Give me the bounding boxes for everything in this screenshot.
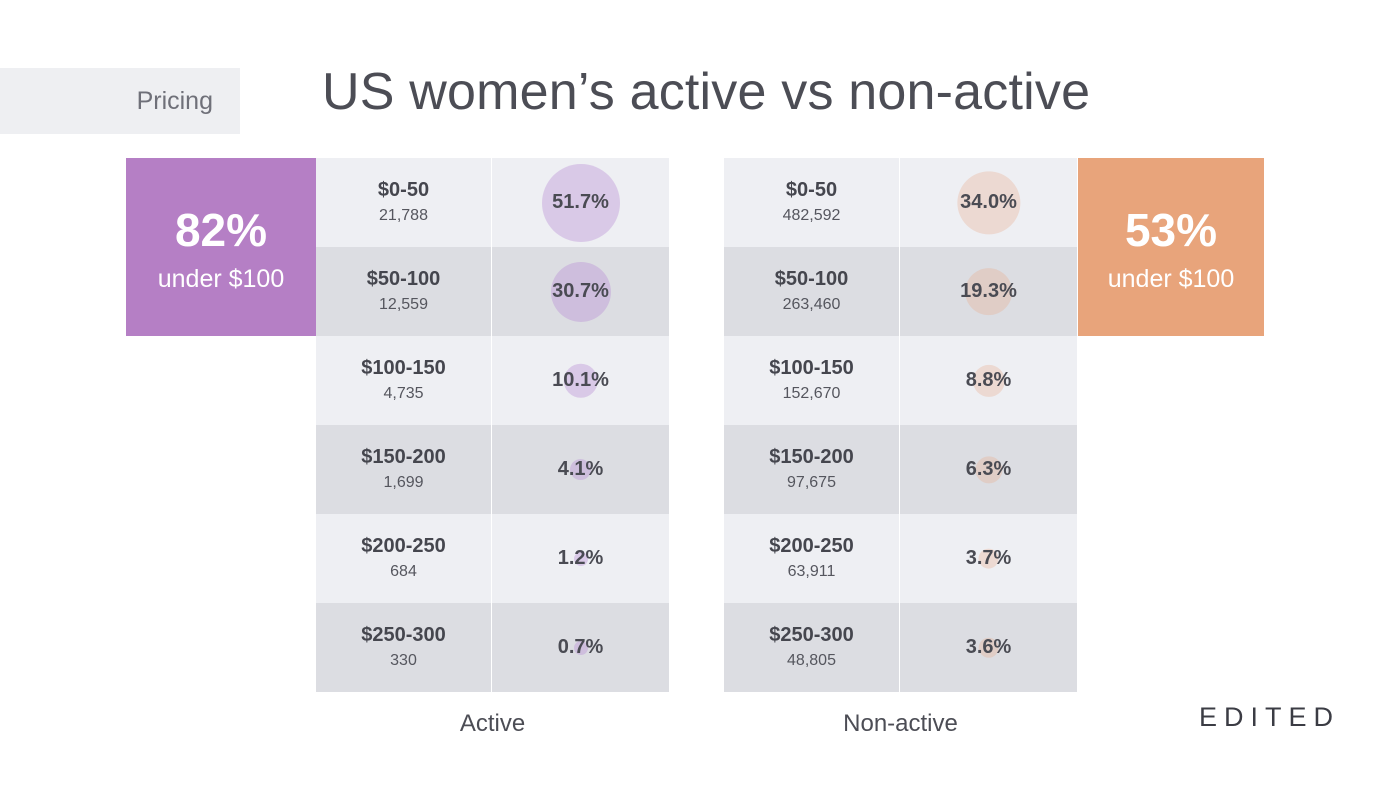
price-range-label: $150-200 bbox=[769, 446, 854, 468]
nonactive-table-caption: Non-active bbox=[843, 710, 958, 737]
share-bubble bbox=[573, 551, 588, 566]
share-bubble bbox=[956, 170, 1021, 235]
share-bubble bbox=[563, 363, 598, 398]
share-value-label: 1.2% bbox=[557, 547, 604, 569]
active-summary-label: under $100 bbox=[157, 265, 285, 293]
share-value-label: 3.6% bbox=[965, 636, 1012, 658]
section-tab: Pricing bbox=[0, 68, 240, 134]
price-cell: $200-250 684 bbox=[316, 514, 492, 603]
active-summary-value: 82% bbox=[174, 204, 268, 256]
table-row: $100-150 152,670 8.8% bbox=[724, 336, 1077, 425]
page-title: US women’s active vs non-active bbox=[322, 63, 1091, 121]
product-count-label: 684 bbox=[390, 563, 417, 580]
table-row: $50-100 263,460 19.3% bbox=[724, 247, 1077, 336]
price-range-label: $150-200 bbox=[361, 446, 446, 468]
table-row: $250-300 330 0.7% bbox=[316, 603, 669, 692]
product-count-label: 4,735 bbox=[383, 385, 424, 402]
share-cell: 30.7% bbox=[492, 247, 669, 336]
price-range-label: $50-100 bbox=[366, 268, 441, 290]
table-row: $150-200 97,675 6.3% bbox=[724, 425, 1077, 514]
nonactive-summary-label: under $100 bbox=[1107, 265, 1235, 293]
share-value-label: 10.1% bbox=[552, 369, 609, 391]
share-bubble bbox=[573, 640, 588, 655]
share-cell: 10.1% bbox=[492, 336, 669, 425]
table-row: $0-50 482,592 34.0% bbox=[724, 158, 1077, 247]
price-range-label: $200-250 bbox=[361, 535, 446, 557]
share-value-label: 8.8% bbox=[965, 369, 1012, 391]
share-value-label: 19.3% bbox=[960, 280, 1017, 302]
share-cell: 19.3% bbox=[900, 247, 1077, 336]
share-cell: 8.8% bbox=[900, 336, 1077, 425]
product-count-label: 21,788 bbox=[379, 207, 428, 224]
active-price-table: $0-50 21,788 51.7% $50-100 12,559 30.7% $100-1… bbox=[316, 158, 669, 692]
share-cell: 51.7% bbox=[492, 158, 669, 247]
product-count-label: 63,911 bbox=[787, 563, 836, 580]
share-value-label: 3.7% bbox=[965, 547, 1012, 569]
price-range-label: $100-150 bbox=[361, 357, 446, 379]
price-cell: $100-150 4,735 bbox=[316, 336, 492, 425]
share-cell: 4.1% bbox=[492, 425, 669, 514]
product-count-label: 1,699 bbox=[383, 474, 424, 491]
price-cell: $50-100 263,460 bbox=[724, 247, 900, 336]
table-row: $200-250 684 1.2% bbox=[316, 514, 669, 603]
table-row: $250-300 48,805 3.6% bbox=[724, 603, 1077, 692]
share-bubble bbox=[972, 364, 1005, 397]
table-row: $200-250 63,911 3.7% bbox=[724, 514, 1077, 603]
table-row: $150-200 1,699 4.1% bbox=[316, 425, 669, 514]
share-cell: 6.3% bbox=[900, 425, 1077, 514]
price-cell: $100-150 152,670 bbox=[724, 336, 900, 425]
price-cell: $50-100 12,559 bbox=[316, 247, 492, 336]
nonactive-summary-value: 53% bbox=[1124, 204, 1218, 256]
product-count-label: 97,675 bbox=[787, 474, 836, 491]
price-range-label: $200-250 bbox=[769, 535, 854, 557]
price-cell: $0-50 21,788 bbox=[316, 158, 492, 247]
nonactive-summary-box: 53% under $100 bbox=[1078, 158, 1264, 336]
table-row: $100-150 4,735 10.1% bbox=[316, 336, 669, 425]
share-bubble bbox=[541, 163, 620, 242]
share-value-label: 34.0% bbox=[960, 191, 1017, 213]
price-cell: $250-300 330 bbox=[316, 603, 492, 692]
price-range-label: $100-150 bbox=[769, 357, 854, 379]
brand-logo: EDITED bbox=[1198, 702, 1340, 732]
share-cell: 0.7% bbox=[492, 603, 669, 692]
share-cell: 34.0% bbox=[900, 158, 1077, 247]
share-bubble bbox=[978, 548, 999, 569]
price-cell: $150-200 97,675 bbox=[724, 425, 900, 514]
active-table-caption: Active bbox=[459, 710, 526, 737]
share-bubble bbox=[550, 261, 611, 322]
share-value-label: 0.7% bbox=[557, 636, 604, 658]
active-summary-box: 82% under $100 bbox=[126, 158, 316, 336]
share-bubble bbox=[974, 455, 1003, 484]
price-range-label: $0-50 bbox=[377, 179, 430, 201]
price-range-label: $250-300 bbox=[361, 624, 446, 646]
share-cell: 3.6% bbox=[900, 603, 1077, 692]
price-cell: $150-200 1,699 bbox=[316, 425, 492, 514]
product-count-label: 48,805 bbox=[787, 652, 836, 669]
product-count-label: 482,592 bbox=[782, 207, 841, 224]
section-label: Pricing bbox=[136, 86, 213, 115]
price-range-label: $50-100 bbox=[774, 268, 849, 290]
price-cell: $250-300 48,805 bbox=[724, 603, 900, 692]
price-cell: $200-250 63,911 bbox=[724, 514, 900, 603]
share-value-label: 6.3% bbox=[965, 458, 1012, 480]
nonactive-price-table: $0-50 482,592 34.0% $50-100 263,460 19.3% $100… bbox=[724, 158, 1077, 692]
table-row: $0-50 21,788 51.7% bbox=[316, 158, 669, 247]
table-row: $50-100 12,559 30.7% bbox=[316, 247, 669, 336]
share-bubble bbox=[964, 267, 1013, 316]
product-count-label: 12,559 bbox=[379, 296, 428, 313]
product-count-label: 152,670 bbox=[782, 385, 841, 402]
share-cell: 1.2% bbox=[492, 514, 669, 603]
share-value-label: 51.7% bbox=[552, 191, 609, 213]
share-value-label: 30.7% bbox=[552, 280, 609, 302]
product-count-label: 263,460 bbox=[782, 296, 841, 313]
share-bubble bbox=[978, 637, 999, 658]
share-bubble bbox=[569, 458, 592, 481]
price-range-label: $0-50 bbox=[785, 179, 838, 201]
share-value-label: 4.1% bbox=[557, 458, 604, 480]
product-count-label: 330 bbox=[390, 652, 417, 669]
price-cell: $0-50 482,592 bbox=[724, 158, 900, 247]
price-range-label: $250-300 bbox=[769, 624, 854, 646]
share-cell: 3.7% bbox=[900, 514, 1077, 603]
